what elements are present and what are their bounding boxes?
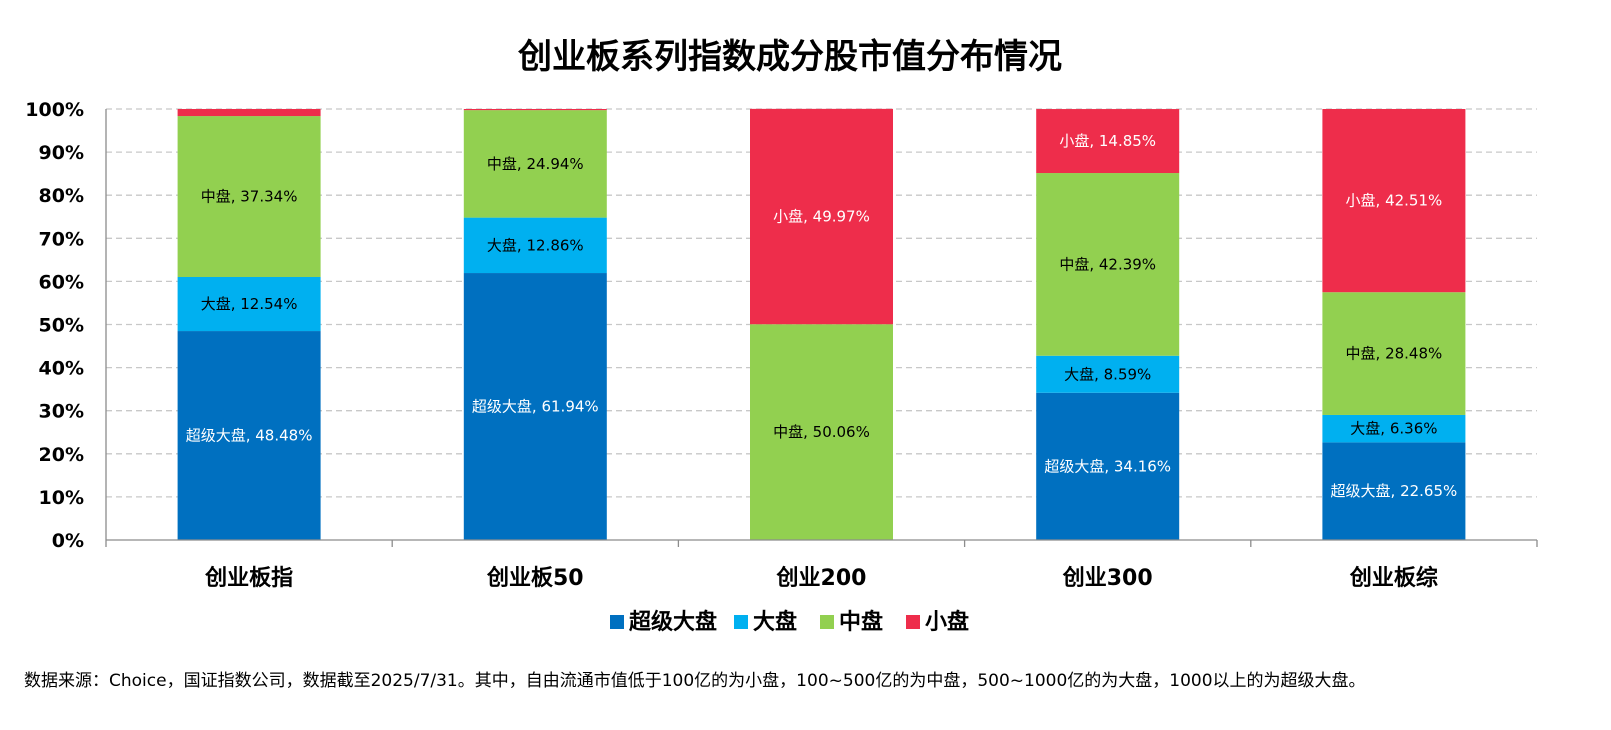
chart-title: 创业板系列指数成分股市值分布情况 <box>517 37 1062 77</box>
bar-segment <box>177 331 321 540</box>
bar-segment <box>463 109 607 111</box>
legend: 超级大盘 大盘 中盘 小盘 <box>610 609 969 635</box>
y-tick-label: 70% <box>39 228 84 250</box>
bar-segment <box>1322 442 1466 540</box>
y-tick-label: 20% <box>39 444 84 466</box>
bar-segment <box>177 277 321 332</box>
bar-segment <box>750 108 893 325</box>
data-label: 小盘, 49.97% <box>773 208 870 226</box>
bars <box>177 108 1466 540</box>
legend-swatch <box>906 615 920 629</box>
data-label: 中盘, 50.06% <box>773 423 870 441</box>
x-tick-label: 创业板50 <box>486 566 584 591</box>
y-tick-label: 90% <box>39 142 84 164</box>
y-tick-label: 80% <box>39 185 84 207</box>
source-footnote: 数据来源：Choice，国证指数公司，数据截至2025/7/31。其中，自由流通… <box>24 671 1366 691</box>
data-label: 超级大盘, 61.94% <box>472 398 599 416</box>
data-label: 小盘, 14.85% <box>1059 132 1156 150</box>
bar-segment <box>463 273 607 540</box>
data-label: 中盘, 42.39% <box>1059 255 1156 273</box>
data-label: 大盘, 12.86% <box>487 236 584 254</box>
data-label: 超级大盘, 48.48% <box>186 427 313 445</box>
bar-segment <box>1322 292 1466 415</box>
bar-segment <box>1322 414 1466 443</box>
axes: 0% 10% 20% 30% 40% 50% 60% 70% 80% 90% 100% 创业板指 创业板… <box>25 99 1538 591</box>
y-tick-label: 10% <box>39 487 84 509</box>
legend-swatch <box>734 615 748 629</box>
bar-segment <box>177 116 321 278</box>
x-tick-label: 创业300 <box>1062 566 1153 591</box>
bar-segment <box>750 324 893 540</box>
bar-segment <box>1036 109 1180 174</box>
data-label: 大盘, 8.59% <box>1064 365 1151 383</box>
y-tick-label: 100% <box>25 99 84 121</box>
y-tick-label: 50% <box>39 315 84 337</box>
bar-segment <box>1322 109 1466 293</box>
data-label: 超级大盘, 34.16% <box>1044 457 1171 475</box>
legend-label: 中盘 <box>839 609 883 635</box>
bar-segment <box>177 109 321 117</box>
bar-segment <box>463 110 607 218</box>
data-label: 小盘, 42.51% <box>1346 192 1443 210</box>
data-label: 中盘, 24.94% <box>487 155 584 173</box>
x-tick-label: 创业200 <box>776 566 867 591</box>
bar-segment <box>1036 392 1180 540</box>
data-label: 大盘, 6.36% <box>1350 420 1437 438</box>
data-label: 超级大盘, 22.65% <box>1331 482 1458 500</box>
bar-segment <box>1036 173 1180 356</box>
legend-swatch <box>820 615 834 629</box>
bar-segment <box>463 217 607 274</box>
data-label: 中盘, 28.48% <box>1346 345 1443 363</box>
x-tick-label: 创业板指 <box>204 566 293 591</box>
bar-segment <box>1036 355 1180 393</box>
legend-swatch <box>610 615 624 629</box>
data-label: 中盘, 37.34% <box>201 188 298 206</box>
legend-label: 大盘 <box>753 609 797 635</box>
legend-label: 超级大盘 <box>629 609 717 635</box>
y-tick-label: 30% <box>39 401 84 423</box>
x-tick-label: 创业板综 <box>1349 565 1438 591</box>
data-label: 大盘, 12.54% <box>201 295 298 313</box>
data-labels: 超级大盘, 48.48% 大盘, 12.54% 中盘, 37.34% 超级大盘, 61… <box>186 132 1458 500</box>
y-tick-label: 60% <box>39 271 84 293</box>
y-tick-label: 40% <box>39 358 84 380</box>
legend-label: 小盘 <box>925 609 969 635</box>
y-tick-label: 0% <box>52 530 84 552</box>
